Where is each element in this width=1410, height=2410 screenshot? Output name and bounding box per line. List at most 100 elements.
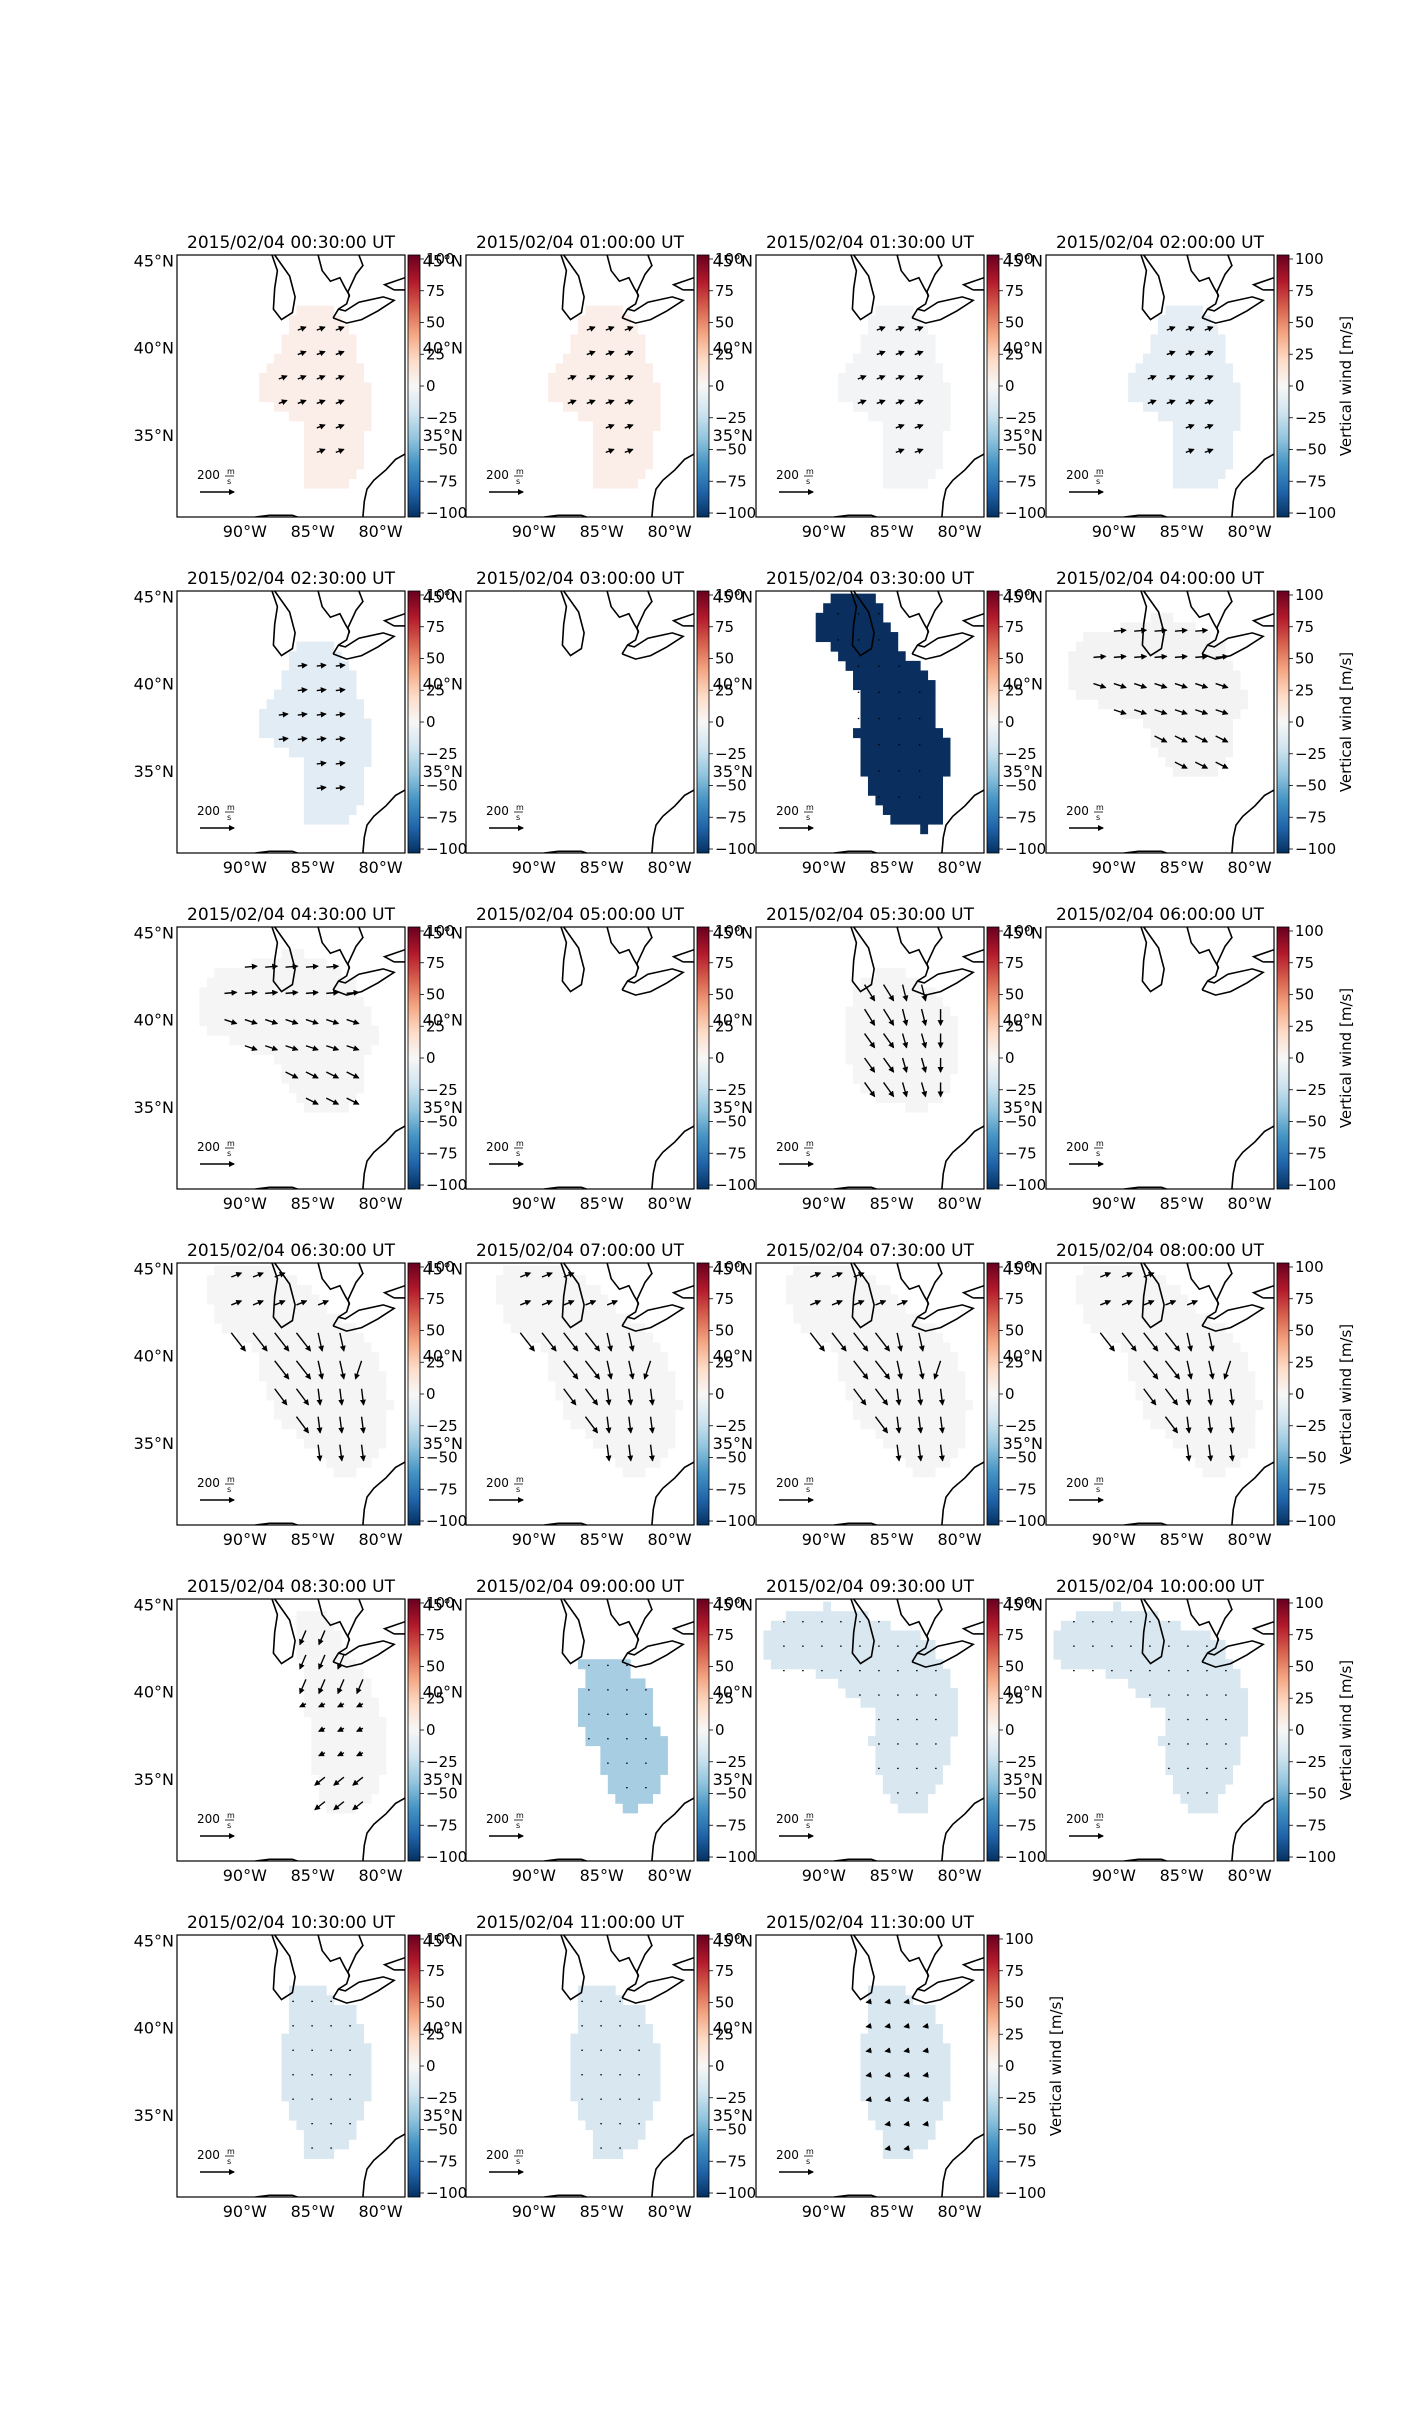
- lon-label: 80°W: [647, 522, 691, 541]
- map-area: [833, 927, 984, 1189]
- wind-cell: [622, 1736, 631, 1747]
- wind-cell: [274, 1035, 282, 1046]
- wind-cell: [1180, 1380, 1189, 1391]
- colorbar-tick: 100: [715, 586, 744, 604]
- wind-cell: [912, 1400, 921, 1411]
- wind-cell: [251, 1342, 260, 1353]
- lon-label: 80°W: [1227, 1194, 1271, 1213]
- wind-cell: [1217, 401, 1226, 412]
- wind-cell: [326, 689, 335, 700]
- wind-cell: [333, 1707, 342, 1718]
- wind-arrow: [874, 1388, 889, 1406]
- wind-cell: [1172, 699, 1181, 710]
- wind-cell: [890, 660, 899, 671]
- wind-arrow: [874, 1360, 891, 1380]
- wind-cell: [905, 1044, 914, 1055]
- wind-cell: [867, 1659, 876, 1670]
- wind-cell: [592, 353, 601, 364]
- wind-arrow: [605, 399, 615, 406]
- wind-cell: [229, 1275, 238, 1286]
- wind-cell: [637, 420, 646, 431]
- wind-arrow: [1186, 1360, 1193, 1380]
- wind-cell: [592, 1688, 601, 1699]
- wind-cell: [259, 1371, 267, 1382]
- wind-cell: [1195, 737, 1204, 748]
- wind-cell: [860, 1371, 869, 1382]
- wind-cell: [622, 1467, 631, 1478]
- wind-cell: [957, 1371, 966, 1382]
- wind-cell: [371, 1361, 379, 1372]
- wind-cell: [1128, 670, 1136, 681]
- wind-cell: [897, 315, 906, 326]
- wind-cell: [1195, 1755, 1204, 1766]
- wind-cell: [236, 977, 245, 988]
- wind-cell: [1172, 1438, 1181, 1449]
- wind-cell: [1165, 1380, 1174, 1391]
- wind-cell: [326, 392, 335, 403]
- wind-cell: [882, 1006, 891, 1017]
- wind-cell: [348, 1784, 357, 1795]
- wind-cell: [622, 459, 631, 470]
- wind-cell: [341, 1025, 350, 1036]
- wind-cell: [920, 1448, 929, 1459]
- wind-cell: [274, 996, 282, 1007]
- wind-cell: [630, 1380, 639, 1391]
- wind-cell: [905, 1793, 914, 1804]
- wind-cell: [1232, 401, 1241, 412]
- wind-cell: [1150, 334, 1159, 345]
- wind-cell: [600, 315, 609, 326]
- wind-cell: [518, 1323, 527, 1334]
- wind-cell: [206, 1275, 215, 1286]
- wind-arrow: [318, 1654, 326, 1670]
- wind-cell: [1157, 1640, 1166, 1651]
- wind-cell: [1090, 651, 1099, 662]
- wind-arrow: [1195, 709, 1209, 716]
- wind-arrow: [335, 399, 345, 406]
- wind-cell: [1225, 689, 1234, 700]
- wind-cell: [1150, 1678, 1159, 1689]
- wind-cell: [311, 1064, 320, 1075]
- wind-cell: [363, 737, 372, 748]
- wind-cell: [853, 641, 861, 652]
- wind-cell: [555, 1352, 564, 1363]
- wind-cell: [318, 814, 327, 825]
- wind-cell: [585, 1678, 594, 1689]
- wind-cell: [1202, 401, 1211, 412]
- wind-cell: [1202, 449, 1211, 460]
- wind-cell: [853, 1630, 861, 1641]
- wind-cell: [890, 1313, 899, 1324]
- wind-cell: [356, 996, 365, 1007]
- wind-cell: [645, 1352, 654, 1363]
- wind-cell: [630, 1361, 639, 1372]
- wind-arrow: [1185, 448, 1195, 454]
- wind-cell: [1165, 1668, 1174, 1679]
- wind-cell: [296, 305, 305, 316]
- map-area: [763, 1599, 984, 1861]
- wind-cell: [1150, 622, 1159, 633]
- wind-cell: [1225, 1678, 1234, 1689]
- wind-cell: [577, 1332, 586, 1343]
- wind-cell: [341, 1428, 350, 1439]
- wind-cell: [274, 968, 282, 979]
- wind-cell: [935, 1380, 944, 1391]
- wind-cell: [815, 1332, 824, 1343]
- wind-cell: [1113, 1611, 1122, 1622]
- wind-cell: [1232, 1678, 1241, 1689]
- wind-cell: [912, 1793, 921, 1804]
- colorbar-tick: −50: [715, 441, 747, 459]
- wind-cell: [1180, 737, 1189, 748]
- wind-arrow: [1185, 326, 1195, 332]
- wind-cell: [1165, 1284, 1174, 1295]
- wind-cell: [363, 1736, 372, 1747]
- wind-cell: [577, 1707, 586, 1718]
- wind-cell: [920, 996, 929, 1007]
- wind-cell: [570, 1294, 579, 1305]
- wind-arrow: [339, 1360, 346, 1380]
- colorbar-tick: 0: [1005, 713, 1015, 731]
- wind-cell: [853, 670, 861, 681]
- wind-cell: [905, 1640, 914, 1651]
- wind-cell: [303, 1630, 312, 1641]
- wind-cell: [303, 968, 312, 979]
- wind-cell: [206, 1016, 215, 1027]
- wind-arrow: [335, 711, 346, 718]
